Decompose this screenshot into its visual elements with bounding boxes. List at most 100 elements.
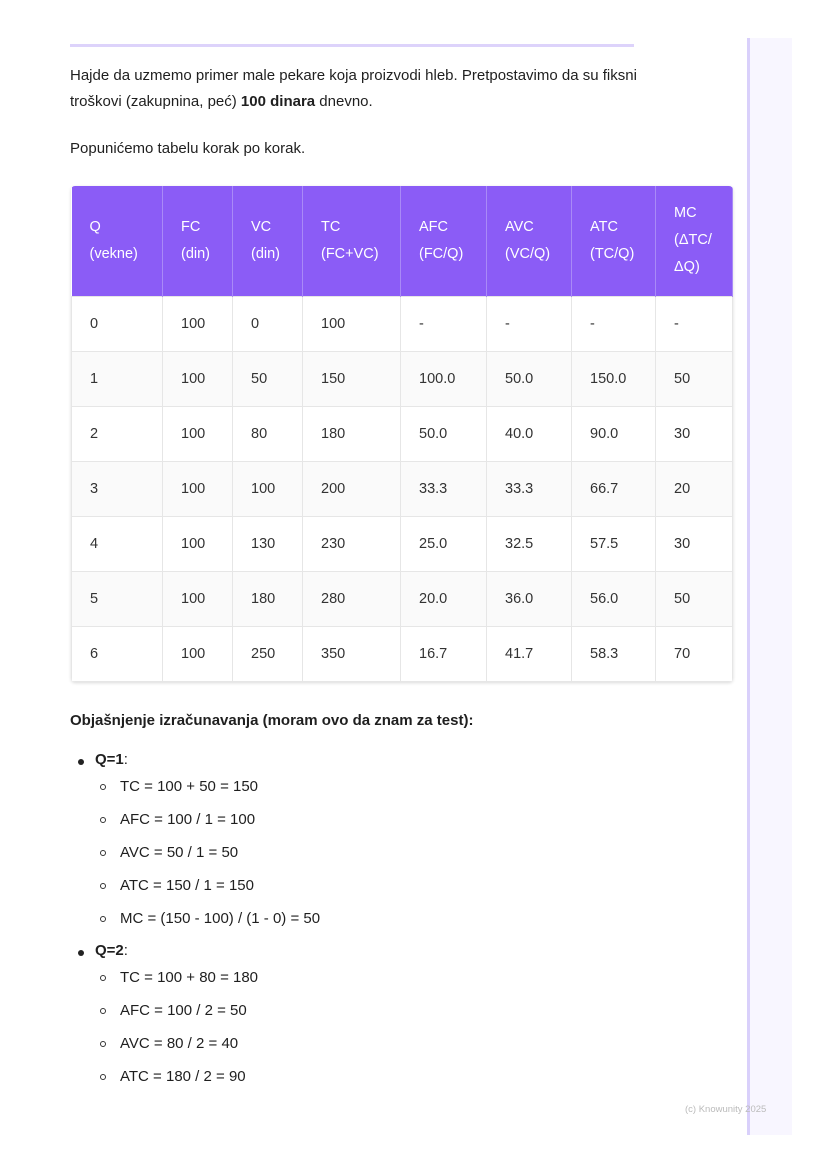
header-line: Q: [89, 218, 101, 235]
table-cell: 90.0: [571, 405, 656, 462]
table-cell: 0: [232, 295, 303, 352]
table-cell: 150.0: [571, 350, 656, 407]
header-line: MC: [674, 205, 697, 222]
sub-list-item: AFC = 100 / 2 = 50: [96, 994, 320, 1027]
table-cell: 100: [232, 460, 303, 517]
table-row: 5 100 180 280 20.0 36.0 56.0 50: [71, 570, 733, 627]
explanation-title: Objašnjenje izračunavanja (moram ovo da …: [70, 712, 474, 729]
table-cell: -: [486, 295, 572, 352]
column-header: VC (din): [232, 186, 303, 296]
column-header: Q (vekne): [71, 186, 163, 296]
header-line: (FC/Q): [419, 245, 464, 262]
table-row: 6 100 250 350 16.7 41.7 58.3 70: [71, 625, 733, 682]
table-cell: 230: [302, 515, 401, 572]
table-row: 4 100 130 230 25.0 32.5 57.5 30: [71, 515, 733, 572]
table-cell: 40.0: [486, 405, 572, 462]
table-cell: 100: [162, 350, 233, 407]
table-cell: 100: [162, 460, 233, 517]
side-panel: [747, 38, 792, 1135]
header-line: (ΔTC/: [674, 232, 712, 249]
table-cell: 56.0: [571, 570, 656, 627]
table-cell: 5: [71, 570, 163, 627]
table-cell: 100.0: [400, 350, 487, 407]
table-cell: 180: [302, 405, 401, 462]
table-cell: 250: [232, 625, 303, 682]
table-cell: 50.0: [486, 350, 572, 407]
table-cell: 33.3: [486, 460, 572, 517]
table-row: 3 100 100 200 33.3 33.3 66.7 20: [71, 460, 733, 517]
table-cell: 1: [71, 350, 163, 407]
table-cell: 57.5: [571, 515, 656, 572]
header-line: ATC: [590, 218, 618, 235]
table-cell: 80: [232, 405, 303, 462]
sub-list-item: TC = 100 + 80 = 180: [96, 961, 320, 994]
sub-list-item: ATC = 150 / 1 = 150: [96, 869, 320, 902]
header-line: (TC/Q): [590, 245, 635, 262]
table-cell: 280: [302, 570, 401, 627]
table-cell: 41.7: [486, 625, 572, 682]
table-cell: 2: [71, 405, 163, 462]
list-item: Q=2: TC = 100 + 80 = 180 AFC = 100 / 2 = 5…: [70, 941, 320, 1093]
table-cell: 50: [655, 350, 733, 407]
sub-list-item: ATC = 180 / 2 = 90: [96, 1060, 320, 1093]
header-line: ΔQ): [674, 259, 700, 276]
table-cell: 100: [162, 405, 233, 462]
header-line: AVC: [505, 218, 534, 235]
table-cell: 100: [162, 515, 233, 572]
sub-list-item: MC = (150 - 100) / (1 - 0) = 50: [96, 902, 320, 935]
table-row: 0 100 0 100- - - -: [71, 295, 733, 352]
table-cell: 50: [655, 570, 733, 627]
table-cell: -: [400, 295, 487, 352]
table-cell: 50.0: [400, 405, 487, 462]
column-header: TC (FC+VC): [302, 186, 401, 296]
table-cell: 36.0: [486, 570, 572, 627]
sub-list-item: AFC = 100 / 1 = 100: [96, 803, 320, 836]
header-line: VC: [251, 218, 272, 235]
table-cell: 30: [655, 405, 733, 462]
table-cell: -: [655, 295, 733, 352]
column-header: FC (din): [162, 186, 233, 296]
table-cell: 16.7: [400, 625, 487, 682]
column-header: MC (ΔTC/ΔQ): [655, 186, 733, 296]
table-cell: 20: [655, 460, 733, 517]
table-cell: 33.3: [400, 460, 487, 517]
sub-list-item: TC = 100 + 50 = 150: [96, 770, 320, 803]
table-cell: 0: [71, 295, 163, 352]
table-cell: 6: [71, 625, 163, 682]
column-header: ATC (TC/Q): [571, 186, 656, 296]
table-cell: 100: [302, 295, 401, 352]
table-cell: 3: [71, 460, 163, 517]
table-cell: 200: [302, 460, 401, 517]
cost-table: Q (vekne) FC (din) VC (din) TC (FC+VC) AFC (FC/Q)…: [71, 186, 733, 682]
column-header: AVC (VC/Q): [486, 186, 572, 296]
header-line: (FC+VC): [321, 245, 379, 262]
table-cell: 30: [655, 515, 733, 572]
table-cell: 66.7: [571, 460, 656, 517]
table-cell: 180: [232, 570, 303, 627]
table-cell: 20.0: [400, 570, 487, 627]
header-line: FC: [181, 218, 201, 235]
list-item: Q=1: TC = 100 + 50 = 150 AFC = 100 / 1 = 1…: [70, 750, 320, 935]
table-cell: 25.0: [400, 515, 487, 572]
table-cell: 130: [232, 515, 303, 572]
table-cell: 4: [71, 515, 163, 572]
column-header: AFC (FC/Q): [400, 186, 487, 296]
table-cell: 100: [162, 625, 233, 682]
header-line: (VC/Q): [505, 245, 551, 262]
table-row: 2 100 80 180 50.0 40.0 90.0 30: [71, 405, 733, 462]
table-cell: 350: [302, 625, 401, 682]
table-cell: 100: [162, 570, 233, 627]
table-cell: 150: [302, 350, 401, 407]
table-row: 1 100 50 150 100.0 50.0 150.0 50: [71, 350, 733, 407]
header-line: AFC: [419, 218, 448, 235]
group-label: Q=2: [95, 942, 124, 959]
footer-copyright: (c) Knowunity 2025: [685, 1104, 767, 1115]
header-line: (din): [251, 245, 281, 262]
sub-list-item: AVC = 50 / 1 = 50: [96, 836, 320, 869]
table-cell: 58.3: [571, 625, 656, 682]
explanation-list: Q=1: TC = 100 + 50 = 150 AFC = 100 / 1 = 1…: [70, 750, 320, 1099]
step-paragraph: Popunićemo tabelu korak po korak.: [70, 140, 306, 157]
header-line: (vekne): [89, 245, 138, 262]
table-cell: 70: [655, 625, 733, 682]
intro-paragraph: Hajde da uzmemo primer male pekare koja …: [70, 67, 637, 110]
